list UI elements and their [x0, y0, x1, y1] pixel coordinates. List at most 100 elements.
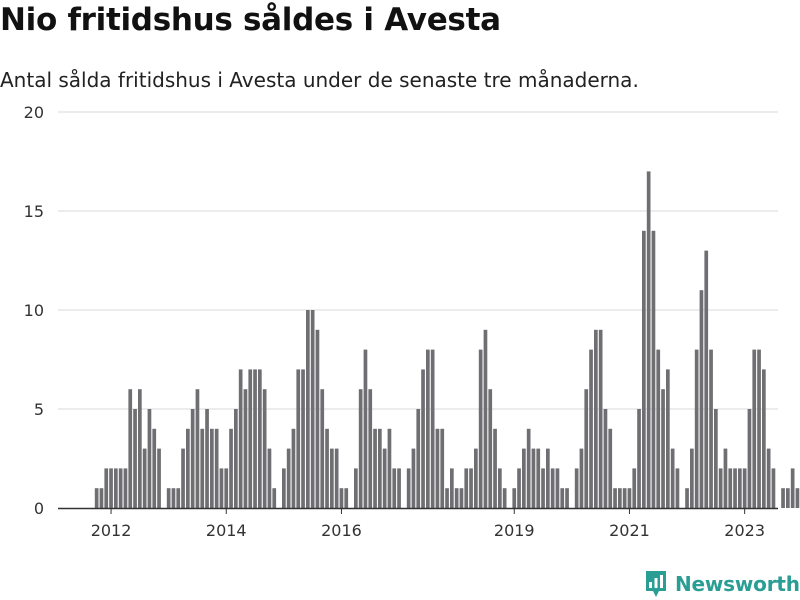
bar [214, 428, 219, 508]
bar [363, 349, 368, 508]
bar [109, 468, 113, 508]
bar [238, 369, 243, 508]
bar [123, 468, 128, 508]
bar [166, 488, 171, 508]
bar [210, 428, 214, 508]
bar [603, 409, 608, 508]
bar [598, 329, 603, 508]
bar [656, 349, 661, 508]
bar [560, 488, 565, 508]
bar [709, 349, 713, 508]
bar [282, 468, 286, 508]
bar [661, 389, 665, 508]
bar [373, 428, 377, 508]
bar [99, 488, 104, 508]
bar [675, 468, 680, 508]
bar [387, 428, 392, 508]
bar [296, 369, 301, 508]
bar [728, 468, 733, 508]
bar [690, 448, 694, 508]
bar [118, 468, 123, 508]
bar [733, 468, 737, 508]
bar [128, 389, 133, 508]
x-tick-label: 2016 [321, 521, 362, 540]
bar [589, 349, 593, 508]
bar [670, 448, 675, 508]
bar [104, 468, 109, 508]
bar [397, 468, 401, 508]
bar [766, 448, 771, 508]
bar [421, 369, 425, 508]
bar [714, 409, 718, 508]
bar [306, 310, 310, 508]
bar [224, 468, 229, 508]
bar [157, 448, 161, 508]
bar [550, 468, 555, 508]
brand-name: Newsworthy [675, 572, 800, 596]
bar [262, 389, 267, 508]
y-tick-label: 0 [34, 499, 44, 518]
bar [738, 468, 742, 508]
bar [531, 448, 536, 508]
bar [781, 488, 785, 508]
bar [234, 409, 238, 508]
bar [147, 409, 152, 508]
bar [594, 329, 598, 508]
bar [320, 389, 325, 508]
bar [114, 468, 118, 508]
bar [618, 488, 622, 508]
bar [742, 468, 747, 508]
bar [632, 468, 637, 508]
bar [354, 468, 358, 508]
bar [301, 369, 305, 508]
bar [574, 468, 579, 508]
bar [248, 369, 253, 508]
bar [229, 428, 233, 508]
bar [627, 488, 632, 508]
bar [704, 250, 709, 508]
bar [685, 488, 689, 508]
bar [646, 171, 651, 508]
newsworthy-chart-icon [646, 571, 666, 597]
bar [790, 468, 795, 508]
bar [186, 428, 190, 508]
bar [392, 468, 397, 508]
newsworthy-logo[interactable]: Newsworthy [644, 568, 800, 600]
bar [536, 448, 541, 508]
bar [176, 488, 181, 508]
bar [190, 409, 195, 508]
bars [94, 171, 800, 509]
chart-title: Nio fritidshus såldes i Avesta [0, 2, 501, 38]
bar [512, 488, 517, 508]
gridlines [58, 111, 778, 410]
bar [526, 428, 531, 508]
bar [142, 448, 147, 508]
bar [459, 488, 464, 508]
bar [195, 389, 200, 508]
bar [445, 488, 449, 508]
bar [358, 389, 363, 508]
bar [517, 468, 521, 508]
x-tick-label: 2014 [206, 521, 247, 540]
bar [757, 349, 761, 508]
bar [469, 468, 473, 508]
bar [771, 468, 776, 508]
bar [474, 448, 478, 508]
bar [171, 488, 176, 508]
bar [613, 488, 617, 508]
bar [637, 409, 641, 508]
bar [723, 448, 728, 508]
bar [498, 468, 502, 508]
bar [310, 310, 315, 508]
x-tick-label: 2012 [91, 521, 132, 540]
bar [450, 468, 454, 508]
x-axis: 2012201420162019202120232025 [58, 507, 778, 540]
bar [584, 389, 589, 508]
bar [464, 468, 469, 508]
y-axis-ticks: 0 5 10 15 20 [24, 103, 44, 518]
bar [344, 488, 349, 508]
bar [406, 468, 411, 508]
bar [378, 428, 382, 508]
x-tick-label: 2019 [494, 521, 535, 540]
